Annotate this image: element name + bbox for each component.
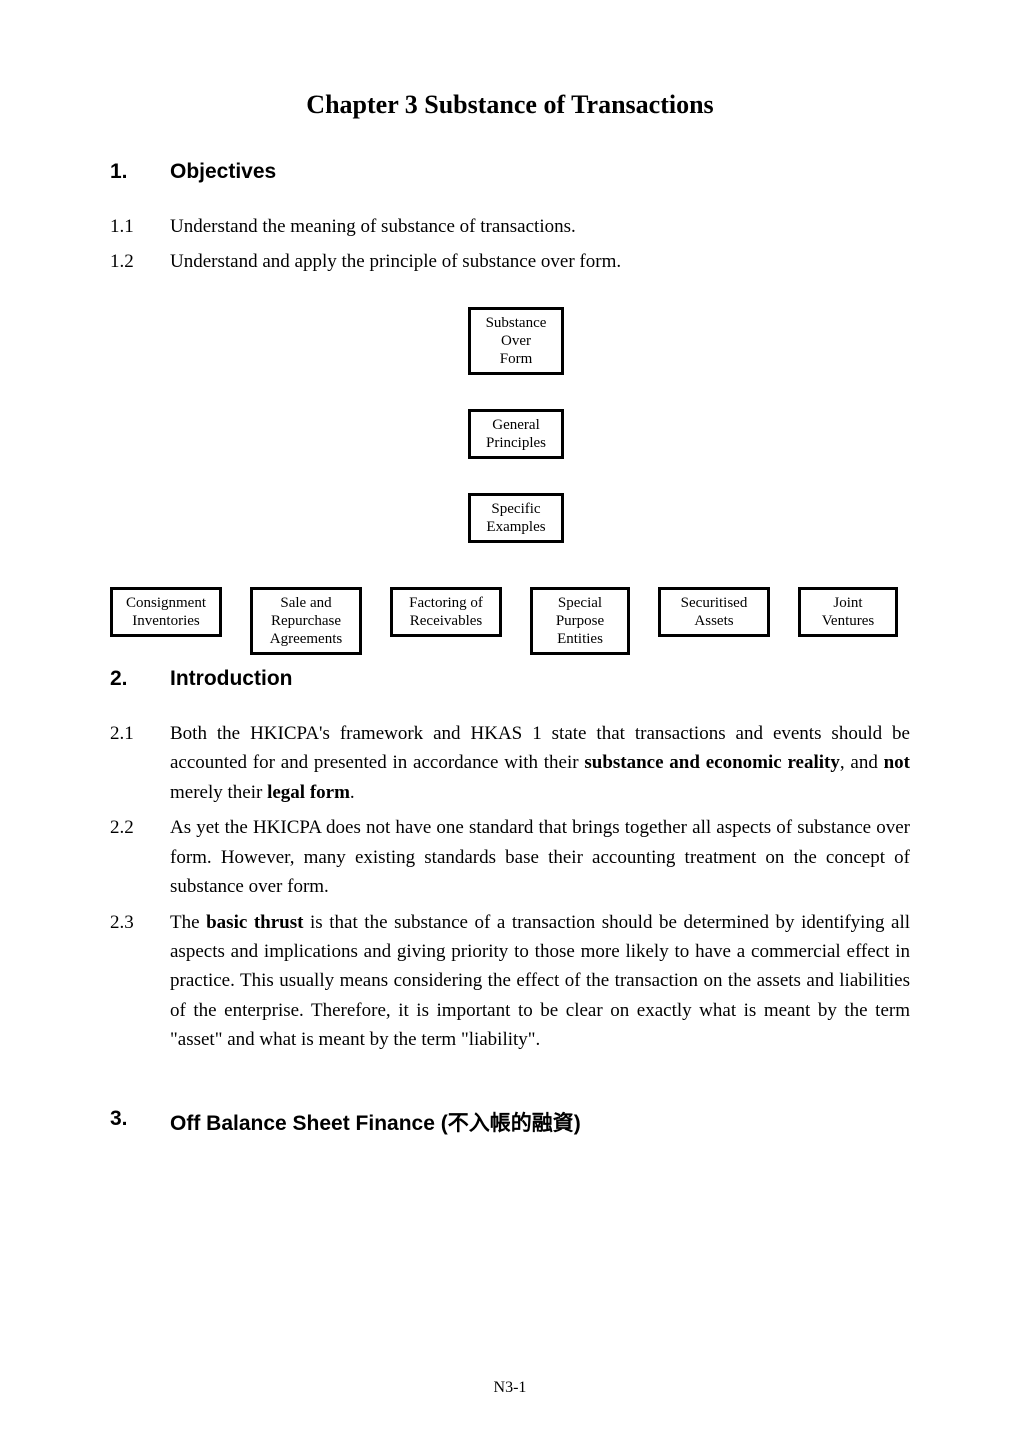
substance-over-form-diagram: SubstanceOverForm GeneralPrinciples Specif… [110,307,910,657]
para-num: 1.1 [110,212,170,241]
chapter-title: Chapter 3 Substance of Transactions [110,90,910,120]
section-2-header: 2. Introduction [110,667,910,691]
diagram-node-l6: JointVentures [798,587,898,637]
text-run: merely their [170,782,267,803]
para-2-3: 2.3 The basic thrust is that the substan… [110,908,910,1055]
diagram-node-root: SubstanceOverForm [468,307,564,375]
para-1-1: 1.1 Understand the meaning of substance … [110,212,910,241]
para-num: 2.1 [110,719,170,807]
para-text: The basic thrust is that the substance o… [170,908,910,1055]
section-1-header: 1. Objectives [110,160,910,184]
diagram-node-gen: GeneralPrinciples [468,409,564,459]
diagram-node-l2: Sale andRepurchaseAgreements [250,587,362,655]
bold-run: not [884,752,910,773]
para-num: 2.2 [110,813,170,901]
para-2-1: 2.1 Both the HKICPA's framework and HKAS… [110,719,910,807]
bold-run: legal form [267,782,350,803]
para-text: Understand and apply the principle of su… [170,247,910,276]
section-3-title: Off Balance Sheet Finance (不入帳的融資) [170,1107,910,1137]
para-text: Both the HKICPA's framework and HKAS 1 s… [170,719,910,807]
para-num: 2.3 [110,908,170,1055]
page-footer: N3-1 [0,1379,1020,1397]
para-text: Understand the meaning of substance of t… [170,212,910,241]
bold-run: basic thrust [206,912,303,933]
section-1-title: Objectives [170,160,910,184]
section-1-number: 1. [110,160,170,184]
diagram-node-l3: Factoring ofReceivables [390,587,502,637]
diagram-node-l5: SecuritisedAssets [658,587,770,637]
diagram-node-l1: ConsignmentInventories [110,587,222,637]
para-num: 1.2 [110,247,170,276]
diagram-node-l4: SpecialPurposeEntities [530,587,630,655]
text-run: . [350,782,355,803]
text-run: The [170,912,206,933]
para-text: As yet the HKICPA does not have one stan… [170,813,910,901]
section-3-number: 3. [110,1107,170,1137]
section-2-title: Introduction [170,667,910,691]
bold-run: substance and economic reality [584,752,840,773]
diagram-node-spec: SpecificExamples [468,493,564,543]
para-2-2: 2.2 As yet the HKICPA does not have one … [110,813,910,901]
section-2-number: 2. [110,667,170,691]
para-1-2: 1.2 Understand and apply the principle o… [110,247,910,276]
text-run: , and [840,752,884,773]
section-3-header: 3. Off Balance Sheet Finance (不入帳的融資) [110,1107,910,1137]
